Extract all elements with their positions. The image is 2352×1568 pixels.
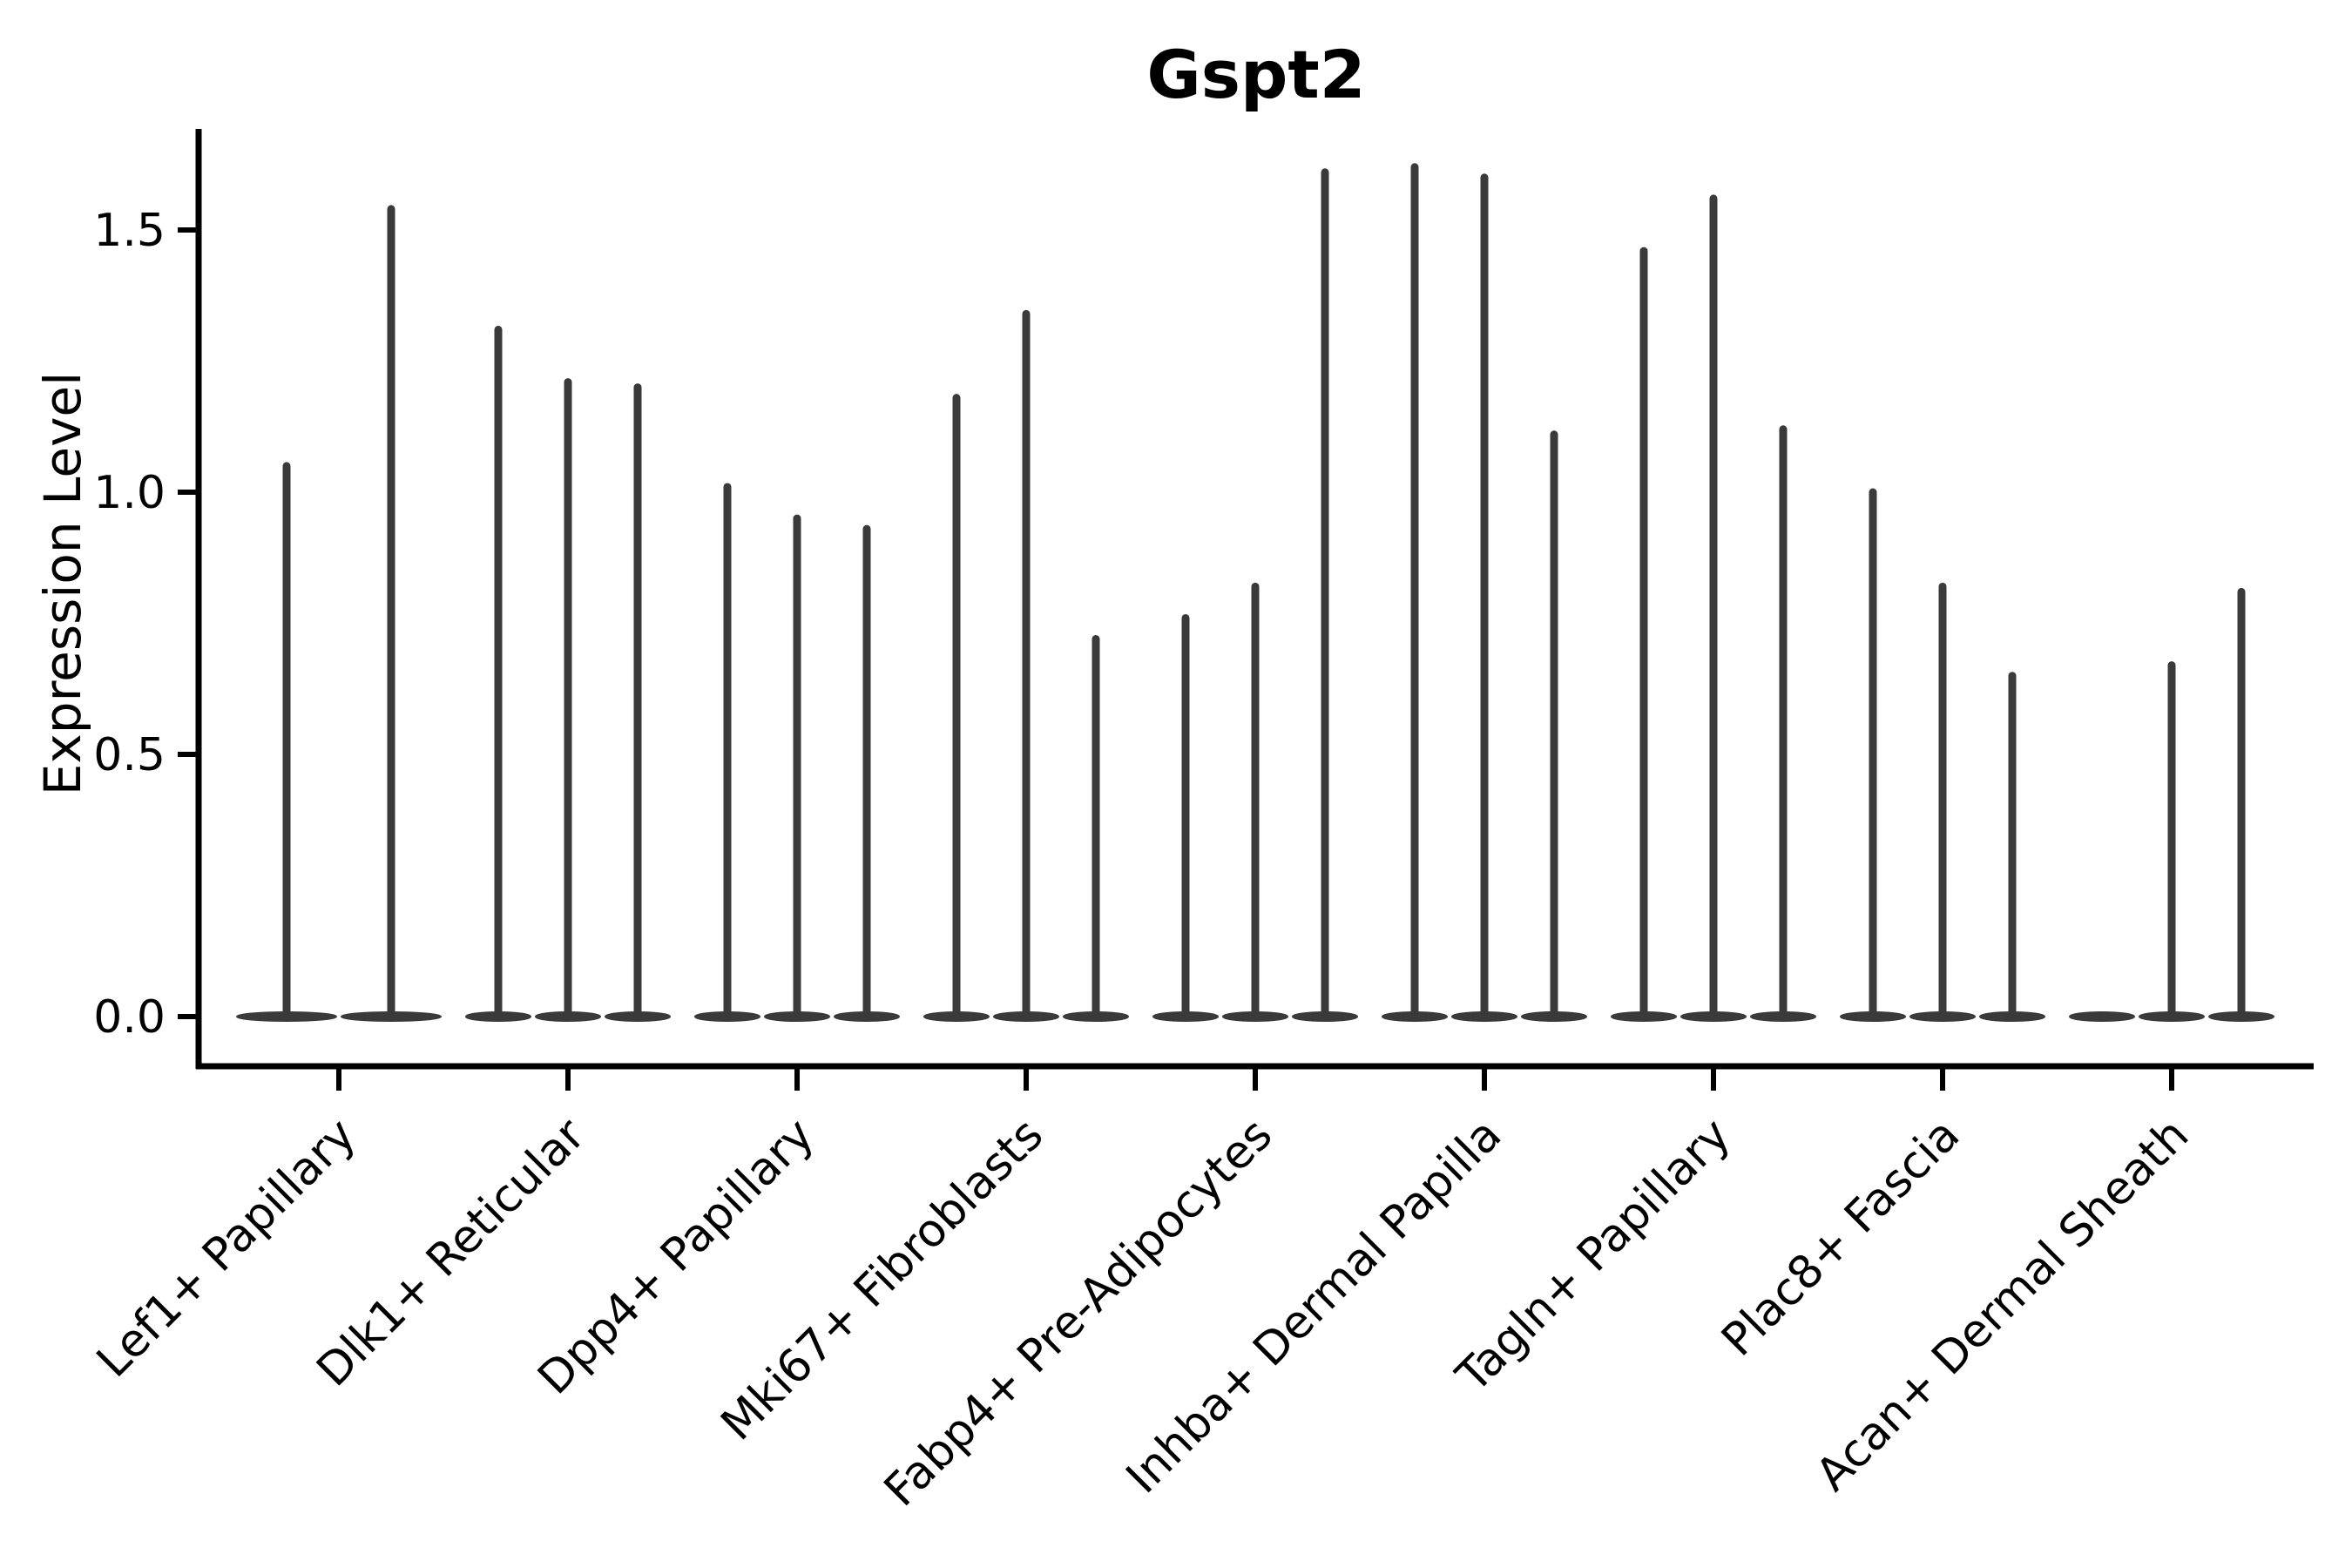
x-tick-label: Plac8+ Fascia	[1712, 1109, 1970, 1367]
x-tick-label: Acan+ Dermal Sheath	[1807, 1109, 2200, 1502]
x-tick-label: Fabp4+ Pre-Adipocytes	[875, 1109, 1282, 1517]
y-tick-label: 1.5	[93, 205, 166, 257]
y-tick-label: 0.5	[93, 729, 166, 781]
y-tick-label: 0.0	[93, 991, 166, 1044]
y-axis-label: Expression Level	[33, 372, 92, 795]
violin-body	[2069, 1011, 2135, 1022]
x-tick-label: Inhba+ Dermal Papilla	[1117, 1109, 1511, 1504]
y-tick-label: 1.0	[93, 467, 166, 519]
chart-title: Gspt2	[1146, 36, 1365, 113]
